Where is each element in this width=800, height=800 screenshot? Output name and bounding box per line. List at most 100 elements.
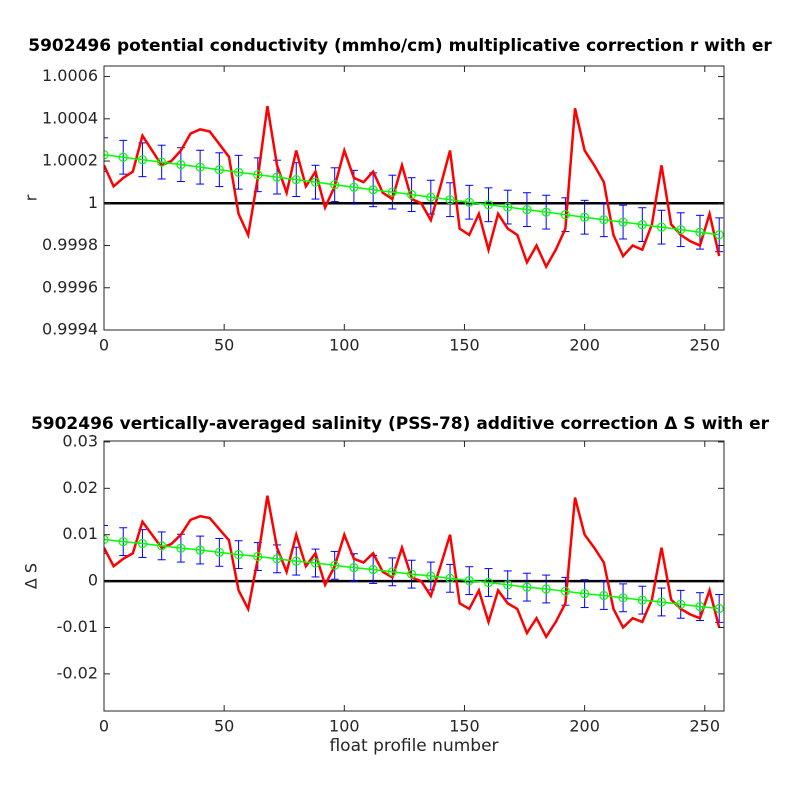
data-line [104,153,720,236]
data-line [104,495,721,640]
marker [676,599,686,609]
marker [445,195,455,205]
marker [104,150,109,160]
y-tick-label: -0.02 [57,663,98,682]
marker [464,197,474,207]
marker [714,230,724,240]
marker [387,187,397,197]
marker [387,567,397,577]
marker [560,586,570,596]
plot-layer [104,105,724,270]
marker [253,551,263,562]
marker [253,170,263,180]
marker [214,165,224,175]
marker [310,177,321,187]
y-tick-label: 0.02 [62,478,98,497]
marker [599,215,609,225]
marker [483,200,494,210]
marker [426,192,436,202]
marker [272,554,282,564]
x-tick-label: 150 [449,336,480,355]
y-tick-label: 0 [88,571,98,590]
x-tick-label: 200 [569,336,600,355]
x-tick-label: 100 [329,717,360,736]
y-axis-label: Δ S [22,563,41,589]
y-tick-label: -0.01 [57,617,98,636]
marker [157,157,167,167]
marker [560,210,570,220]
marker [656,222,667,232]
x-tick-label: 150 [449,717,480,736]
marker [503,580,513,590]
marker [291,175,301,185]
marker [137,538,148,549]
axes-box [103,65,725,331]
marker [195,545,205,555]
marker [157,541,167,551]
marker [426,571,436,581]
marker [272,172,282,182]
marker [580,212,590,222]
marker [464,576,474,586]
marker [541,207,551,217]
marker [349,563,359,573]
y-tick-label: 1 [88,193,98,212]
marker [676,225,686,235]
marker [176,160,186,170]
marker [618,217,628,227]
marker [695,602,705,612]
marker [176,543,186,553]
marker [406,569,417,579]
marker [522,205,532,215]
y-tick-label: 0.9996 [42,277,98,296]
y-tick-label: 0.9994 [42,320,98,339]
chart-title: 5902496 vertically-averaged salinity (PS… [31,414,770,434]
x-tick-label: 50 [214,336,234,355]
marker [618,593,628,603]
marker [503,202,513,212]
y-tick-label: 1.0002 [42,151,98,170]
marker [599,590,609,601]
marker [214,547,224,557]
y-tick-label: 0.03 [62,431,98,450]
marker [656,597,667,607]
marker [104,534,109,544]
marker [483,577,494,588]
y-tick-label: 1.0004 [42,108,98,127]
axes-box [103,440,725,712]
y-tick-label: 0.01 [62,524,98,543]
y-tick-label: 0.9998 [42,235,98,254]
y-tick-label: 1.0006 [42,66,98,85]
plot-layer [104,495,724,640]
marker [368,564,378,575]
chart-title: 5902496 potential conductivity (mmho/cm)… [28,36,772,56]
marker [445,573,455,583]
marker [349,182,359,192]
y-axis-label: r [22,194,41,201]
marker [233,167,244,177]
x-tick-label: 50 [214,717,234,736]
marker [637,220,647,230]
x-tick-label: 100 [329,336,360,355]
x-tick-label: 0 [99,336,109,355]
x-tick-label: 250 [690,336,721,355]
x-tick-label: 250 [690,717,721,736]
marker [233,550,244,560]
plot-area [104,441,724,711]
marker [137,155,148,165]
x-tick-label: 200 [569,717,600,736]
marker [310,558,321,568]
marker [637,595,647,605]
marker [195,162,205,172]
data-line [104,538,720,610]
marker [368,185,378,195]
marker [541,584,551,594]
marker [118,537,128,547]
marker [406,190,417,200]
x-tick-label: 0 [99,717,109,736]
marker [714,603,724,614]
marker [330,560,340,570]
marker [118,152,128,162]
